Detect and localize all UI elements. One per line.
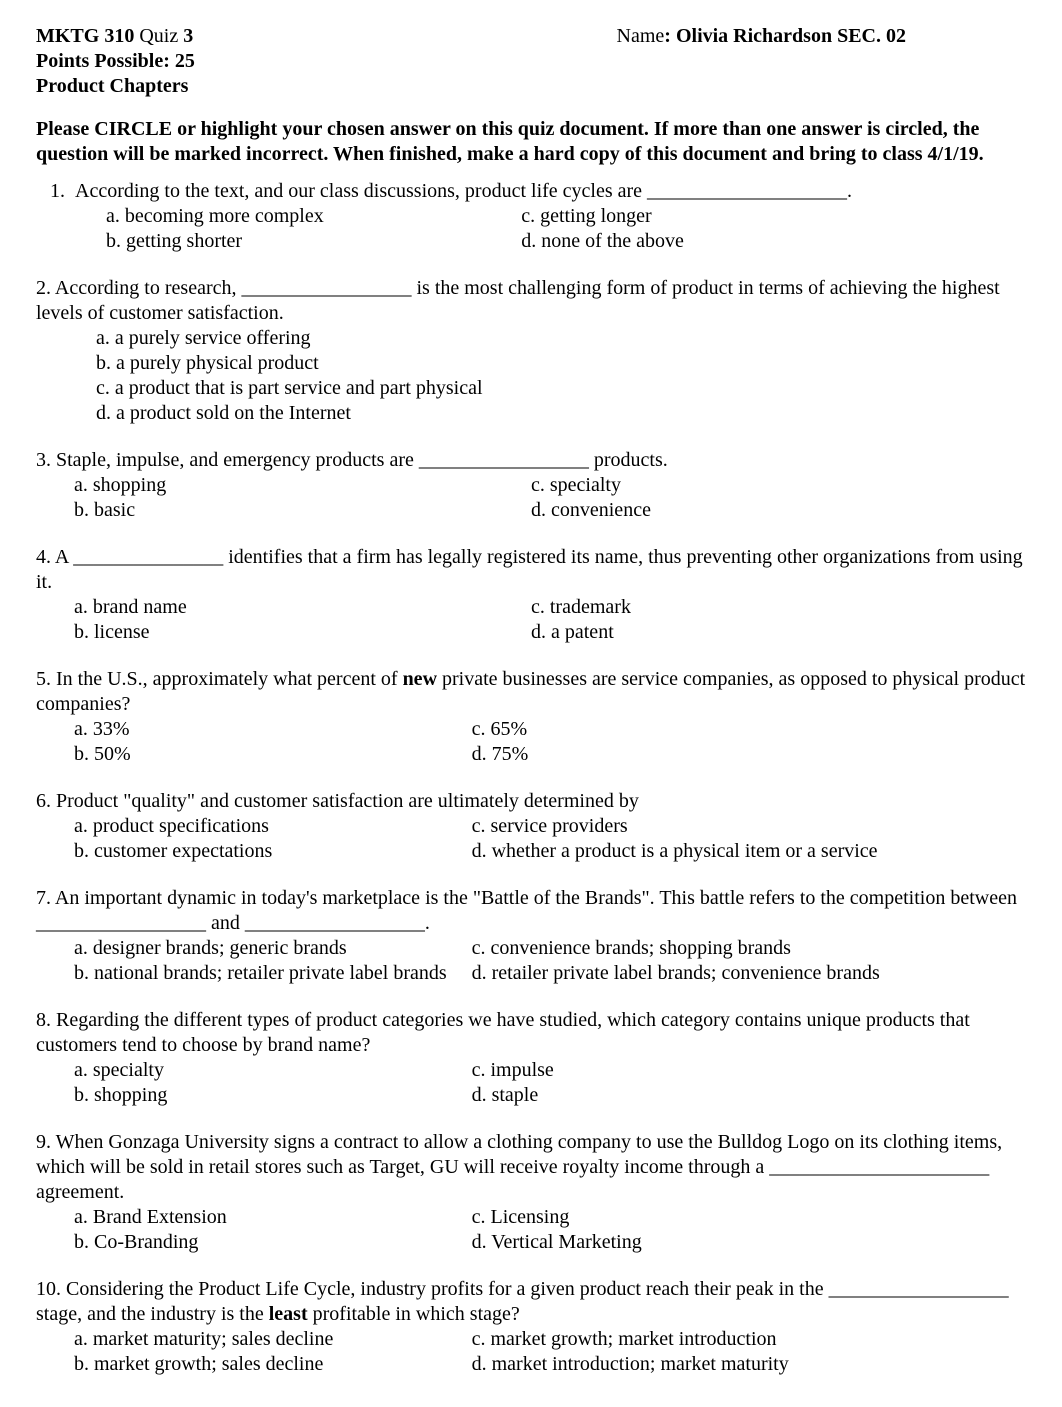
- q5-opt-c: c. 65%: [472, 717, 1026, 742]
- q3-opt-a: a. shopping: [36, 473, 531, 498]
- quiz-word: Quiz: [139, 25, 183, 47]
- q2-opt-c: c. a product that is part service and pa…: [36, 376, 1026, 401]
- question-10: 10. Considering the Product Life Cycle, …: [36, 1277, 1026, 1377]
- q3-opt-c: c. specialty: [531, 473, 1026, 498]
- q5-stem: 5. In the U.S., approximately what perce…: [36, 667, 1026, 717]
- q9-opt-d: d. Vertical Marketing: [472, 1230, 1026, 1255]
- q6-opt-a: a. product specifications: [36, 814, 472, 839]
- q8-opt-b: b. shopping: [36, 1083, 472, 1108]
- q9-opt-c: c. Licensing: [472, 1205, 1026, 1230]
- q7-row-bd: b. national brands; retailer private lab…: [36, 961, 1026, 986]
- question-9: 9. When Gonzaga University signs a contr…: [36, 1130, 1026, 1255]
- q6-row-ac: a. product specifications c. service pro…: [36, 814, 1026, 839]
- q1-opt-b: b. getting shorter: [36, 229, 511, 254]
- q5-opt-a: a. 33%: [36, 717, 472, 742]
- q7-opt-c: c. convenience brands; shopping brands: [472, 936, 1026, 961]
- q10-stem: 10. Considering the Product Life Cycle, …: [36, 1277, 1026, 1327]
- q10-row-ac: a. market maturity; sales decline c. mar…: [36, 1327, 1026, 1352]
- name-sep: :: [664, 25, 676, 47]
- q6-opt-c: c. service providers: [472, 814, 1026, 839]
- student-name: Olivia Richardson SEC. 02: [676, 25, 906, 47]
- q2-opt-b: b. a purely physical product: [36, 351, 1026, 376]
- q7-stem: 7. An important dynamic in today's marke…: [36, 886, 1026, 936]
- q3-opt-b: b. basic: [36, 498, 531, 523]
- instructions: Please CIRCLE or highlight your chosen a…: [36, 117, 1026, 167]
- q10-row-bd: b. market growth; sales decline d. marke…: [36, 1352, 1026, 1377]
- q9-row-ac: a. Brand Extension c. Licensing: [36, 1205, 1026, 1230]
- q3-row-bd: b. basic d. convenience: [36, 498, 1026, 523]
- q10-opt-b: b. market growth; sales decline: [36, 1352, 472, 1377]
- q1-opt-a: a. becoming more complex: [36, 204, 511, 229]
- quiz-number: 3: [183, 25, 193, 47]
- q4-stem: 4. A _______________ identifies that a f…: [36, 545, 1026, 595]
- q7-opt-d: d. retailer private label brands; conven…: [472, 961, 1026, 986]
- q3-opt-d: d. convenience: [531, 498, 1026, 523]
- question-5: 5. In the U.S., approximately what perce…: [36, 667, 1026, 767]
- question-1: 1. According to the text, and our class …: [36, 179, 1026, 254]
- q6-opt-d: d. whether a product is a physical item …: [472, 839, 1026, 864]
- name-label: Name: [617, 25, 665, 47]
- q1-row-bd: b. getting shorter d. none of the above: [36, 229, 1026, 254]
- q2-opt-d: d. a product sold on the Internet: [36, 401, 1026, 426]
- q5-row-ac: a. 33% c. 65%: [36, 717, 1026, 742]
- q5-opt-d: d. 75%: [472, 742, 1026, 767]
- course-line: MKTG 310 Quiz 3: [36, 24, 195, 49]
- q4-row-ac: a. brand name c. trademark: [36, 595, 1026, 620]
- q4-opt-a: a. brand name: [36, 595, 531, 620]
- q6-opt-b: b. customer expectations: [36, 839, 472, 864]
- q9-stem: 9. When Gonzaga University signs a contr…: [36, 1130, 1026, 1205]
- q4-opt-c: c. trademark: [531, 595, 1026, 620]
- q7-opt-a: a. designer brands; generic brands: [36, 936, 472, 961]
- q9-row-bd: b. Co-Branding d. Vertical Marketing: [36, 1230, 1026, 1255]
- q4-opt-d: d. a patent: [531, 620, 1026, 645]
- q2-opt-a: a. a purely service offering: [36, 326, 1026, 351]
- q9-opt-a: a. Brand Extension: [36, 1205, 472, 1230]
- q10-opt-c: c. market growth; market introduction: [472, 1327, 1026, 1352]
- q6-row-bd: b. customer expectations d. whether a pr…: [36, 839, 1026, 864]
- q7-opt-b: b. national brands; retailer private lab…: [36, 961, 472, 986]
- q10-opt-a: a. market maturity; sales decline: [36, 1327, 472, 1352]
- q10-opt-d: d. market introduction; market maturity: [472, 1352, 1026, 1377]
- q8-opt-d: d. staple: [472, 1083, 1026, 1108]
- question-8: 8. Regarding the different types of prod…: [36, 1008, 1026, 1108]
- q5-row-bd: b. 50% d. 75%: [36, 742, 1026, 767]
- q1-opt-c: c. getting longer: [511, 204, 1026, 229]
- q2-stem: 2. According to research, ______________…: [36, 276, 1026, 326]
- q9-opt-b: b. Co-Branding: [36, 1230, 472, 1255]
- points-line: Points Possible: 25: [36, 49, 195, 74]
- q4-row-bd: b. license d. a patent: [36, 620, 1026, 645]
- q1-opt-d: d. none of the above: [511, 229, 1026, 254]
- question-2: 2. According to research, ______________…: [36, 276, 1026, 426]
- q4-opt-b: b. license: [36, 620, 531, 645]
- header-left: MKTG 310 Quiz 3 Points Possible: 25 Prod…: [36, 24, 195, 99]
- q1-row-ac: a. becoming more complex c. getting long…: [36, 204, 1026, 229]
- q1-stem: 1. According to the text, and our class …: [36, 179, 1026, 204]
- q5-opt-b: b. 50%: [36, 742, 472, 767]
- question-6: 6. Product "quality" and customer satisf…: [36, 789, 1026, 864]
- q3-stem: 3. Staple, impulse, and emergency produc…: [36, 448, 1026, 473]
- q7-row-ac: a. designer brands; generic brands c. co…: [36, 936, 1026, 961]
- q3-row-ac: a. shopping c. specialty: [36, 473, 1026, 498]
- q8-opt-a: a. specialty: [36, 1058, 472, 1083]
- q6-stem: 6. Product "quality" and customer satisf…: [36, 789, 1026, 814]
- course-quiz-prefix: MKTG 310: [36, 25, 139, 47]
- header-right: Name: Olivia Richardson SEC. 02: [617, 24, 1026, 99]
- chapters-line: Product Chapters: [36, 74, 195, 99]
- q8-opt-c: c. impulse: [472, 1058, 1026, 1083]
- question-3: 3. Staple, impulse, and emergency produc…: [36, 448, 1026, 523]
- page-header: MKTG 310 Quiz 3 Points Possible: 25 Prod…: [36, 24, 1026, 99]
- question-4: 4. A _______________ identifies that a f…: [36, 545, 1026, 645]
- q8-stem: 8. Regarding the different types of prod…: [36, 1008, 1026, 1058]
- q8-row-bd: b. shopping d. staple: [36, 1083, 1026, 1108]
- quiz-page: MKTG 310 Quiz 3 Points Possible: 25 Prod…: [0, 0, 1062, 1407]
- question-7: 7. An important dynamic in today's marke…: [36, 886, 1026, 986]
- q8-row-ac: a. specialty c. impulse: [36, 1058, 1026, 1083]
